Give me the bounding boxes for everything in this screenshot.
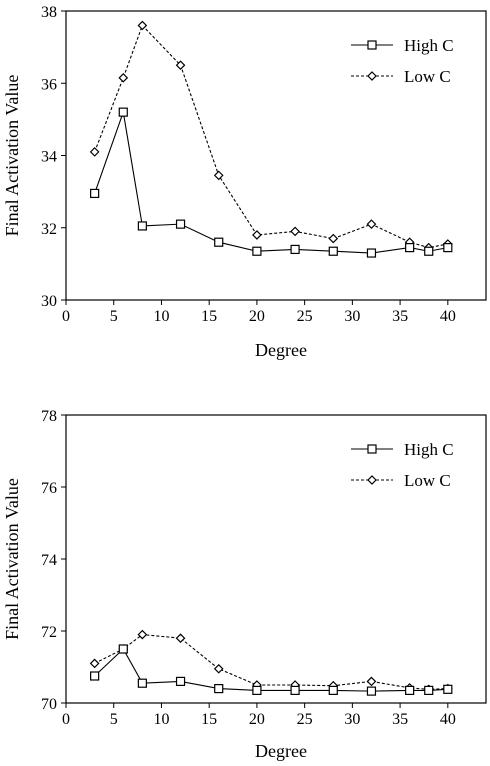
x-tick-label: 25 — [297, 308, 313, 325]
legend-label: High C — [404, 440, 454, 459]
x-axis-label: Degree — [255, 741, 307, 761]
series-line — [94, 24, 448, 249]
y-tick-label: 78 — [41, 408, 57, 425]
data-point — [213, 170, 224, 181]
x-tick-label: 5 — [110, 711, 118, 728]
x-tick-label: 10 — [153, 711, 169, 728]
data-point — [89, 658, 100, 669]
data-point — [175, 676, 186, 687]
series-line — [94, 648, 448, 692]
data-point — [424, 685, 434, 696]
data-point — [252, 246, 262, 256]
x-tick-label: 10 — [153, 308, 169, 325]
data-point — [214, 683, 224, 694]
data-point — [213, 663, 224, 674]
series-line — [94, 111, 448, 254]
legend-label: Low C — [404, 471, 451, 490]
x-tick-label: 20 — [249, 308, 265, 325]
y-tick-label: 38 — [41, 4, 57, 21]
legend-marker — [367, 71, 377, 81]
y-axis-label: Final Activation Value — [2, 478, 22, 640]
x-tick-label: 5 — [110, 308, 118, 325]
x-tick-label: 30 — [344, 308, 360, 325]
data-point — [405, 243, 415, 253]
data-point — [175, 219, 186, 229]
x-tick-label: 15 — [201, 308, 217, 325]
x-axis-label: Degree — [255, 340, 307, 360]
data-point — [90, 671, 100, 681]
x-tick-label: 0 — [62, 711, 70, 728]
legend-label: Low C — [404, 67, 451, 86]
data-point — [328, 246, 338, 256]
data-point — [214, 237, 224, 247]
chart-panel-1: 0 5 10 15 20 25 30 35 40 30 32 34 36 38 Degree Final Ac… — [2, 4, 487, 360]
y-tick-label: 72 — [41, 624, 57, 641]
data-point — [252, 230, 262, 240]
data-point — [137, 678, 147, 688]
legend-marker — [367, 475, 377, 485]
data-point — [137, 221, 147, 231]
y-axis-label: Final Activation Value — [2, 75, 22, 237]
legend: High C Low C — [351, 440, 454, 490]
data-point — [175, 633, 186, 644]
data-point — [290, 244, 300, 255]
y-tick-label: 30 — [41, 293, 57, 310]
legend-marker — [367, 444, 377, 454]
data-point — [366, 676, 377, 687]
chart-panel-2: 0 5 10 15 20 25 30 35 40 70 72 74 76 78 Degree Final Ac… — [2, 408, 487, 761]
series-high-c — [90, 644, 453, 696]
data-point — [175, 60, 186, 71]
data-point — [89, 147, 100, 157]
data-point — [424, 246, 434, 256]
x-tick-label: 35 — [392, 308, 408, 325]
data-point — [366, 686, 377, 696]
x-tick-label: 30 — [344, 711, 360, 728]
series-high-c — [90, 107, 453, 258]
legend-marker — [367, 40, 377, 50]
data-point — [328, 233, 339, 244]
x-tick-label: 15 — [201, 711, 217, 728]
x-tick-label: 0 — [62, 308, 70, 325]
y-tick-label: 76 — [41, 480, 57, 497]
data-point — [290, 685, 300, 696]
x-tick-label: 25 — [297, 711, 313, 728]
y-tick-label: 36 — [41, 76, 57, 93]
legend-label: High C — [404, 36, 454, 55]
x-tick-label: 20 — [249, 711, 265, 728]
data-point — [443, 684, 453, 694]
y-tick-label: 32 — [41, 221, 57, 238]
data-point — [328, 685, 338, 696]
data-point — [366, 248, 377, 258]
data-point — [137, 629, 148, 640]
y-tick-label: 70 — [41, 696, 57, 713]
data-point — [118, 107, 128, 117]
y-tick-label: 34 — [41, 149, 57, 166]
data-point — [118, 72, 129, 83]
data-point — [90, 188, 100, 199]
data-point — [290, 226, 300, 237]
series-line — [94, 634, 448, 690]
data-point — [252, 685, 262, 696]
legend: High C Low C — [351, 36, 454, 86]
data-point — [405, 685, 415, 696]
y-tick-label: 74 — [41, 552, 57, 569]
data-point — [137, 20, 148, 31]
x-tick-label: 35 — [392, 711, 408, 728]
data-point — [118, 644, 128, 654]
data-point — [443, 243, 453, 253]
x-tick-label: 40 — [440, 308, 456, 325]
data-point — [366, 219, 377, 229]
x-tick-label: 40 — [440, 711, 456, 728]
series-low-c — [89, 20, 453, 253]
